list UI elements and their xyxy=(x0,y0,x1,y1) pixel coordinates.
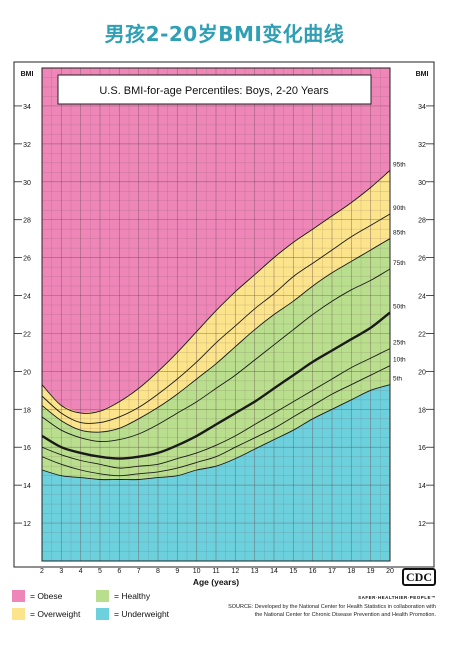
x-tick-label: 3 xyxy=(59,568,63,575)
chart-title: U.S. BMI-for-age Percentiles: Boys, 2-20… xyxy=(99,85,329,97)
cdc-tagline: SAFER·HEALTHIER·PEOPLE™ xyxy=(358,595,436,600)
x-tick-label: 4 xyxy=(79,568,83,575)
legend-label-healthy: = Healthy xyxy=(114,591,151,601)
curve-label-25th: 25th xyxy=(393,340,406,347)
legend-item-healthy: = Healthy xyxy=(96,590,150,602)
legend-swatch-healthy xyxy=(96,590,109,602)
x-tick-label: 8 xyxy=(156,568,160,575)
source-line-1: SOURCE: Developed by the National Center… xyxy=(228,604,436,610)
y-tick-label-left: 20 xyxy=(23,369,31,376)
y-tick-label-left: 14 xyxy=(23,483,31,490)
legend-item-underweight: = Underweight xyxy=(96,608,169,620)
x-tick-label: 15 xyxy=(289,568,297,575)
y-tick-label-left: 12 xyxy=(23,521,31,528)
y-tick-label-left: 26 xyxy=(23,256,31,263)
x-tick-label: 13 xyxy=(251,568,259,575)
grid-lines xyxy=(41,67,391,562)
x-tick-label: 12 xyxy=(231,568,239,575)
y-tick-label-right: 20 xyxy=(418,369,426,376)
x-tick-label: 20 xyxy=(386,568,394,575)
x-tick-label: 17 xyxy=(328,568,336,575)
y-axis-label-left: BMI xyxy=(21,71,34,78)
curve-50th xyxy=(41,311,391,460)
plot-border xyxy=(41,67,391,562)
y-tick-label-right: 12 xyxy=(418,521,426,528)
curve-label-75th: 75th xyxy=(393,260,406,267)
legend-label-overweight: = Overweight xyxy=(30,609,81,619)
curve-label-90th: 90th xyxy=(393,205,406,212)
y-axis-label-right: BMI xyxy=(416,71,429,78)
y-tick-label-right: 18 xyxy=(418,407,426,414)
x-tick-label: 10 xyxy=(193,568,201,575)
y-tick-label-left: 16 xyxy=(23,445,31,452)
legend-label-obese: = Obese xyxy=(30,591,63,601)
curve-90th xyxy=(41,213,391,424)
y-tick-label-left: 34 xyxy=(23,104,31,111)
x-tick-label: 11 xyxy=(212,568,219,575)
y-tick-label-left: 32 xyxy=(23,142,31,149)
y-tick-label-right: 30 xyxy=(418,180,426,187)
y-tick-label-right: 34 xyxy=(418,104,426,111)
legend-swatch-underweight xyxy=(96,608,109,620)
x-tick-label: 14 xyxy=(270,568,278,575)
band-healthy xyxy=(42,238,390,480)
curve-85th xyxy=(41,238,391,433)
curve-95th xyxy=(41,170,391,414)
curve-5th xyxy=(41,384,391,481)
y-tick-label-left: 28 xyxy=(23,218,31,225)
y-tick-label-left: 22 xyxy=(23,331,31,338)
x-tick-label: 16 xyxy=(309,568,317,575)
y-tick-label-right: 28 xyxy=(418,218,426,225)
x-axis-label: Age (years) xyxy=(193,577,239,587)
x-tick-label: 19 xyxy=(367,568,375,575)
page-headline: 男孩2-20岁BMI变化曲线 xyxy=(104,22,345,46)
curve-25th xyxy=(41,348,391,469)
legend-swatch-obese xyxy=(12,590,25,602)
y-tick-label-left: 30 xyxy=(23,180,31,187)
y-tick-label-right: 22 xyxy=(418,331,426,338)
y-tick-label-left: 24 xyxy=(23,294,31,301)
bmi-percentile-chart: 95th 90th 85th 75th 50th 25th 10th 5th 12 12 14 14 1… xyxy=(13,61,435,587)
x-tick-label: 7 xyxy=(137,568,141,575)
curve-label-50th: 50th xyxy=(393,304,406,311)
y-tick-label-right: 24 xyxy=(418,294,426,301)
y-tick-label-right: 14 xyxy=(418,483,426,490)
x-tick-label: 9 xyxy=(175,568,179,575)
curve-label-95th: 95th xyxy=(393,161,406,168)
legend-label-underweight: = Underweight xyxy=(114,609,170,619)
x-tick-label: 6 xyxy=(117,568,121,575)
source-note: SOURCE: Developed by the National Center… xyxy=(190,603,436,619)
title-box xyxy=(57,74,372,105)
curve-10th xyxy=(41,365,391,477)
legend-item-obese: = Obese xyxy=(12,590,62,602)
y-tick-label-right: 32 xyxy=(418,142,426,149)
curve-label-5th: 5th xyxy=(393,376,402,383)
curve-label-10th: 10th xyxy=(393,357,406,364)
curve-label-85th: 85th xyxy=(393,230,406,237)
curve-75th xyxy=(41,268,391,443)
cdc-logo: CDC xyxy=(402,568,436,586)
x-tick-label: 2 xyxy=(40,568,44,575)
source-line-2: the National Center for Chronic Disease … xyxy=(254,612,436,618)
x-tick-label: 5 xyxy=(98,568,102,575)
legend-item-overweight: = Overweight xyxy=(12,608,80,620)
y-tick-label-right: 26 xyxy=(418,256,426,263)
y-tick-label-left: 18 xyxy=(23,407,31,414)
legend-swatch-overweight xyxy=(12,608,25,620)
y-tick-label-right: 16 xyxy=(418,445,426,452)
legend: = Obese = Healthy = Overweight = Underwe… xyxy=(12,588,227,630)
x-tick-label: 18 xyxy=(347,568,355,575)
